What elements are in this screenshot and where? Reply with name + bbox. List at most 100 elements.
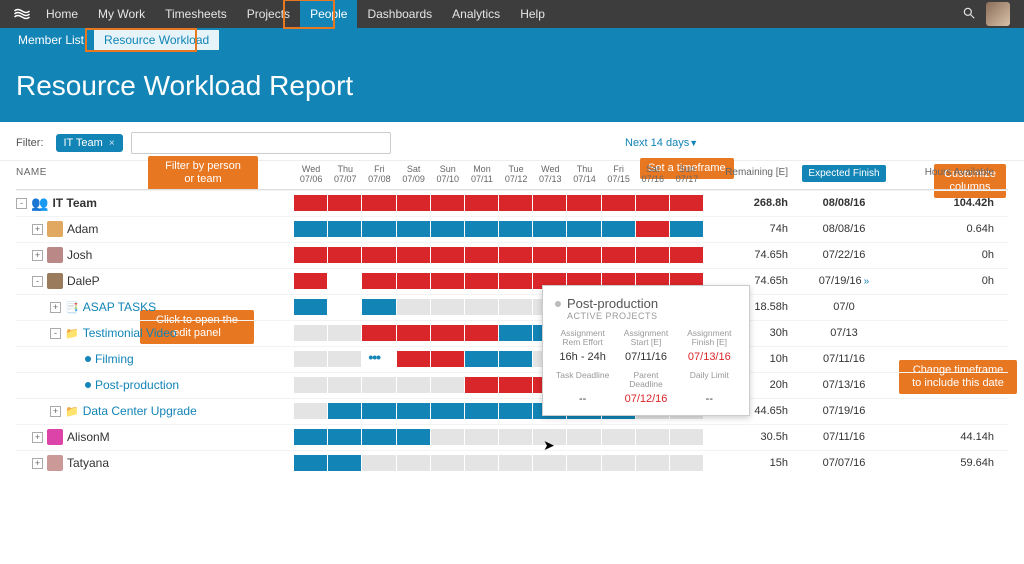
expander-icon[interactable]: - xyxy=(16,198,27,209)
tooltip-cell: Parent Deadline07/12/16 xyxy=(618,371,673,405)
search-icon[interactable] xyxy=(962,6,976,23)
expander-icon[interactable]: + xyxy=(50,302,61,313)
expander-icon[interactable]: + xyxy=(50,406,61,417)
finish-value: 07/13 xyxy=(794,327,894,339)
hours-value: 0h xyxy=(894,275,994,287)
name-cell: - DaleP xyxy=(16,273,294,289)
remaining-value: 15h xyxy=(704,457,794,469)
hours-value: 0h xyxy=(894,249,994,261)
remaining-value: 30.5h xyxy=(704,431,794,443)
person-avatar-icon xyxy=(47,429,63,445)
hours-value: 59.64h xyxy=(894,457,994,469)
expander-icon[interactable]: - xyxy=(50,328,61,339)
nav-item-help[interactable]: Help xyxy=(510,0,555,28)
tooltip-title: Post-production xyxy=(567,296,658,311)
row-name: AlisonM xyxy=(67,430,110,444)
table-row: + Tatyana 15h07/07/1659.64h xyxy=(16,450,1008,476)
filter-label: Filter: xyxy=(16,137,44,149)
day-header: Fri07/15 xyxy=(602,161,636,189)
col-header-remaining: Remaining [E] xyxy=(704,161,794,189)
nav-item-home[interactable]: Home xyxy=(36,0,88,28)
folder-icon: 📑 xyxy=(65,301,79,314)
row-name[interactable]: Testimonial Video xyxy=(83,326,177,340)
nav-item-dashboards[interactable]: Dashboards xyxy=(357,0,442,28)
expander-icon[interactable]: + xyxy=(32,250,43,261)
name-cell: + Tatyana xyxy=(16,455,294,471)
row-name: Tatyana xyxy=(67,456,109,470)
day-header: Thu07/14 xyxy=(567,161,601,189)
day-header: Sun07/10 xyxy=(431,161,465,189)
annotation-people-highlight xyxy=(283,0,335,29)
row-name[interactable]: Post-production xyxy=(95,378,179,392)
name-cell: Filming xyxy=(16,352,294,366)
table-row: -DaleP74.65h07/19/16»0h xyxy=(16,268,1008,294)
page-title: Resource Workload Report xyxy=(0,52,1024,122)
col-header-finish[interactable]: Expected Finish xyxy=(794,161,894,189)
annotation-workload-highlight xyxy=(85,28,197,52)
day-header: Wed07/13 xyxy=(533,161,567,189)
nav-item-analytics[interactable]: Analytics xyxy=(442,0,510,28)
timeline-cell[interactable] xyxy=(294,221,704,237)
task-tooltip: Post-production ACTIVE PROJECTS Assignme… xyxy=(542,285,750,416)
folder-icon: 📁 xyxy=(65,327,79,340)
name-cell: + AlisonM xyxy=(16,429,294,445)
finish-value: 07/11/16 xyxy=(794,353,894,365)
bullet-icon xyxy=(85,382,91,388)
row-name[interactable]: Filming xyxy=(95,352,134,366)
table-row: +📁Data Center Upgrade44.65h07/19/16 xyxy=(16,398,1008,424)
tooltip-cell: Assignment Rem Effort16h - 24h xyxy=(555,329,610,363)
day-header: Tue07/12 xyxy=(499,161,533,189)
name-cell: -👥IT Team xyxy=(16,195,294,212)
timeline-cell[interactable] xyxy=(294,429,704,445)
person-avatar-icon xyxy=(47,455,63,471)
filter-input[interactable] xyxy=(131,132,391,154)
finish-value: 08/08/16 xyxy=(794,197,894,209)
person-avatar-icon xyxy=(47,247,63,263)
tooltip-subtitle: ACTIVE PROJECTS xyxy=(567,311,737,321)
app-logo[interactable] xyxy=(8,0,36,28)
row-name: Adam xyxy=(67,222,98,236)
close-icon[interactable]: × xyxy=(109,138,115,149)
caret-down-icon: ▼ xyxy=(689,138,698,148)
nav-item-my-work[interactable]: My Work xyxy=(88,0,155,28)
table-row: +Adam74h08/08/160.64h xyxy=(16,216,1008,242)
day-header: Wed07/06 xyxy=(294,161,328,189)
remaining-value: 268.8h xyxy=(704,197,794,209)
finish-value: 07/22/16 xyxy=(794,249,894,261)
finish-value: 07/07/16 xyxy=(794,457,894,469)
day-header: Sat07/09 xyxy=(397,161,431,189)
expander-icon[interactable]: + xyxy=(32,458,43,469)
remaining-value: 74h xyxy=(704,223,794,235)
timeframe-text: Next 14 days xyxy=(625,137,689,149)
timeline-cell[interactable] xyxy=(294,455,704,471)
row-name: DaleP xyxy=(67,274,100,288)
finish-value: 07/19/16» xyxy=(794,275,894,287)
day-header: Sun07/17 xyxy=(670,161,704,189)
subnav-item-member-list[interactable]: Member List xyxy=(8,30,94,50)
expander-icon[interactable]: - xyxy=(32,276,43,287)
row-name[interactable]: ASAP TASKS xyxy=(83,300,156,314)
expander-icon[interactable]: + xyxy=(32,432,43,443)
nav-item-timesheets[interactable]: Timesheets xyxy=(155,0,237,28)
folder-icon: 📁 xyxy=(65,405,79,418)
timeline-cell[interactable] xyxy=(294,195,704,211)
timeline-cell[interactable] xyxy=(294,247,704,263)
table-row: Post-production20h07/13/16 xyxy=(16,372,1008,398)
day-header: Thu07/07 xyxy=(328,161,362,189)
filter-chip-text: IT Team xyxy=(64,137,103,149)
tooltip-cell: Task Deadline-- xyxy=(555,371,610,405)
expander-icon[interactable]: + xyxy=(32,224,43,235)
day-header: Fri07/08 xyxy=(362,161,396,189)
name-cell: + Adam xyxy=(16,221,294,237)
hours-value: 104.42h xyxy=(894,197,994,209)
team-icon: 👥 xyxy=(31,195,48,212)
name-cell: + 📁 Data Center Upgrade xyxy=(16,404,294,418)
bullet-icon xyxy=(85,356,91,362)
filter-chip[interactable]: IT Team × xyxy=(56,134,123,152)
row-name[interactable]: Data Center Upgrade xyxy=(83,404,197,418)
remaining-value: 74.65h xyxy=(704,249,794,261)
timeframe-selector[interactable]: Next 14 days▼ xyxy=(625,137,698,149)
finish-value: 07/11/16 xyxy=(794,431,894,443)
col-header-name: NAME xyxy=(16,161,294,189)
user-avatar[interactable] xyxy=(986,2,1010,26)
